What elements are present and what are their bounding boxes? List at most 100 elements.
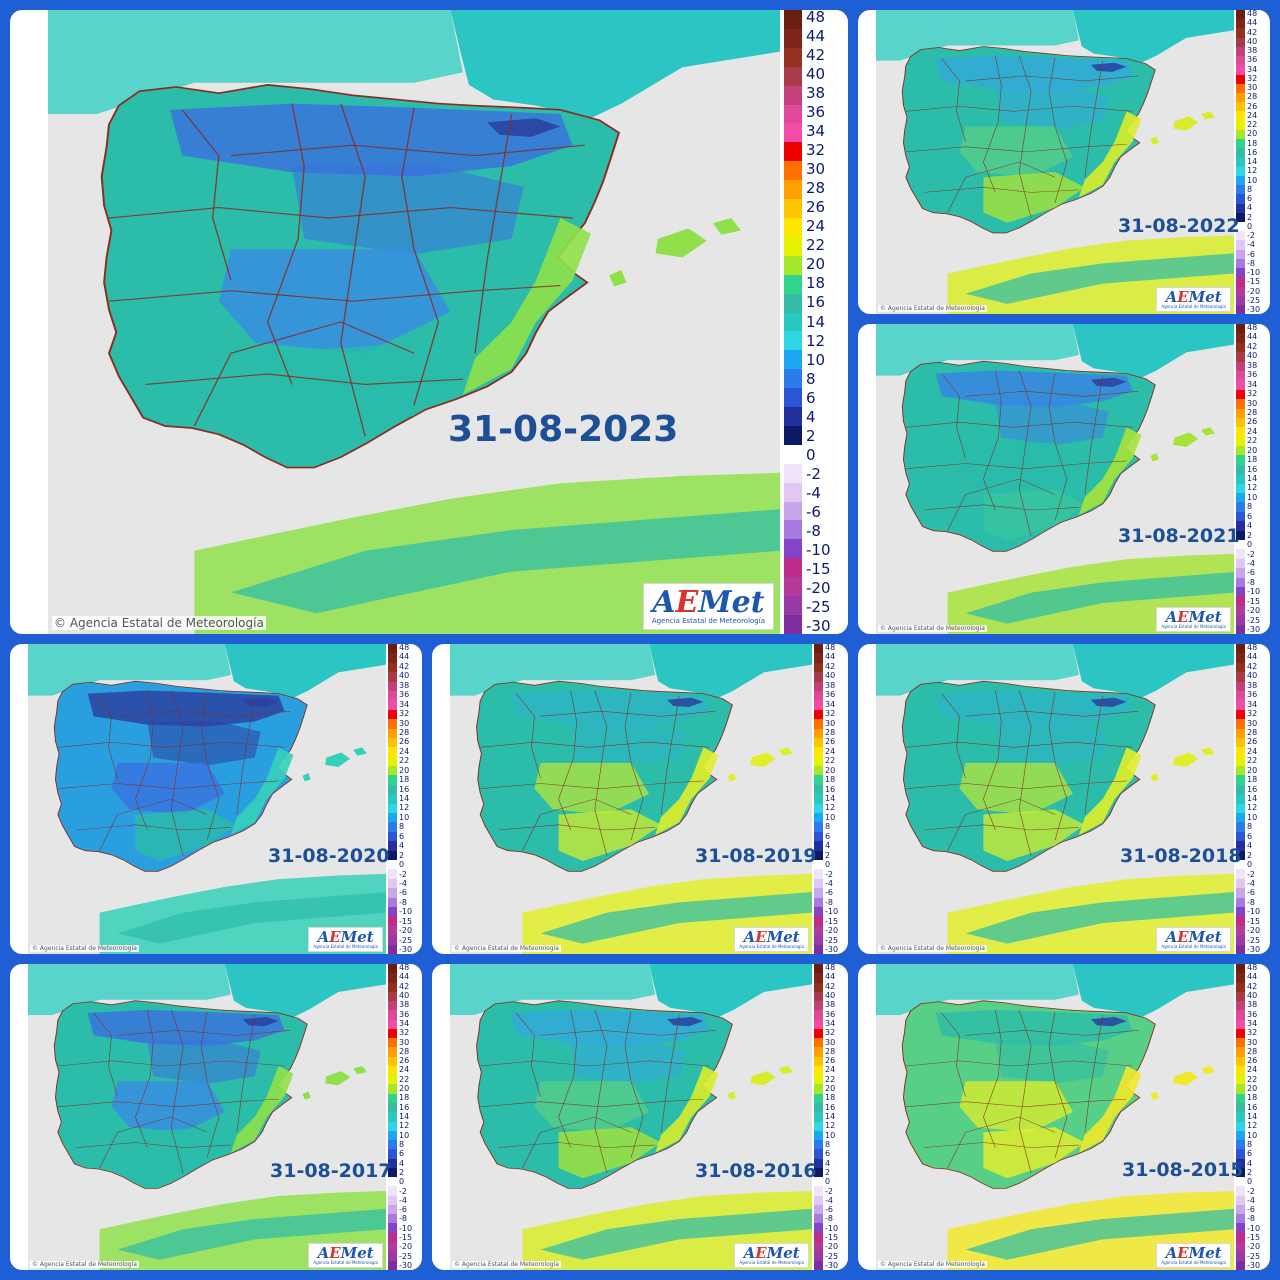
- copyright-credit: © Agencia Estatal de Meteorología: [452, 945, 561, 952]
- colorbar-swatch: [388, 906, 397, 917]
- colorbar-label: 2: [1247, 530, 1253, 540]
- colorbar-swatch: [388, 1121, 397, 1131]
- colorbar-label: 36: [399, 690, 410, 700]
- colorbar-label: 0: [1247, 860, 1253, 870]
- aemet-logo: AEMet Agencia Estatal de Meteorología: [642, 583, 774, 630]
- temperature-colorbar: 48 44 42 40 38 36 34 32 30 28 26 24 22 20 18 16 14 12 10 8 6…: [1236, 324, 1268, 634]
- colorbar-swatch: [784, 615, 802, 634]
- colorbar-swatch: [784, 123, 802, 143]
- colorbar-label: -15: [1247, 916, 1261, 926]
- colorbar-label: 14: [825, 1112, 836, 1121]
- temperature-colorbar: 48 44 42 40 38 36 34 32 30 28 26 24 22 20 18 16 14 12 10 8 6…: [814, 644, 846, 954]
- colorbar-label: 48: [825, 964, 836, 972]
- colorbar-swatch: [814, 1214, 823, 1224]
- colorbar-label: 8: [1247, 184, 1253, 194]
- colorbar-swatch: [1236, 737, 1245, 748]
- colorbar-swatch: [1236, 1075, 1245, 1085]
- colorbar-swatch: [1236, 65, 1245, 75]
- colorbar-swatch: [388, 944, 397, 954]
- colorbar-label: 18: [399, 775, 410, 785]
- colorbar-label: 40: [399, 990, 410, 1000]
- colorbar-label: 10: [399, 1130, 410, 1140]
- colorbar-swatch: [388, 737, 397, 748]
- colorbar-swatch: [1236, 615, 1245, 625]
- colorbar-swatch: [784, 66, 802, 86]
- colorbar-label: 0: [399, 1177, 405, 1187]
- colorbar-swatch: [784, 331, 802, 351]
- colorbar-swatch: [1236, 662, 1245, 673]
- colorbar-label: 6: [1247, 831, 1253, 841]
- colorbar-swatch: [1236, 1102, 1245, 1113]
- colorbar-label: 20: [1247, 129, 1258, 139]
- colorbar-label: 38: [1247, 1000, 1258, 1010]
- colorbar-swatch: [1236, 521, 1245, 531]
- colorbar-swatch: [1236, 1038, 1245, 1048]
- colorbar-swatch: [1236, 1241, 1245, 1252]
- colorbar-swatch: [1236, 361, 1245, 371]
- colorbar-label: 24: [825, 746, 836, 756]
- colorbar-swatch: [1236, 1232, 1245, 1242]
- colorbar-label: -4: [1247, 878, 1255, 888]
- map-area: © Agencia Estatal de Meteorología AEMet Ag…: [450, 964, 812, 1270]
- colorbar-swatch: [1236, 417, 1245, 428]
- colorbar-swatch: [814, 719, 823, 729]
- colorbar-swatch: [814, 1093, 823, 1103]
- colorbar-label: -20: [825, 926, 839, 936]
- colorbar-label: 42: [1247, 27, 1258, 37]
- colorbar-label: 30: [825, 1037, 836, 1047]
- colorbar-label: 28: [1247, 407, 1258, 417]
- colorbar-labels: 48 44 42 40 38 36 34 32 30 28 26 24 22 20 18 16 14 12 10 8 6…: [1247, 964, 1260, 1270]
- colorbar-label: -20: [1247, 1242, 1261, 1252]
- colorbar-label: 30: [1247, 1037, 1258, 1047]
- colorbar-label: 36: [399, 1009, 410, 1019]
- colorbar-swatch: [1236, 408, 1245, 418]
- colorbar-label: 22: [1247, 120, 1258, 129]
- colorbar-swatch: [1236, 568, 1245, 578]
- colorbar-label: 18: [1247, 138, 1258, 148]
- colorbar-label: -4: [1247, 1195, 1255, 1205]
- colorbar-swatch: [1236, 1019, 1245, 1029]
- colorbar-label: 6: [399, 831, 405, 841]
- colorbar-swatch: [1236, 1177, 1245, 1187]
- colorbar-label: 6: [1247, 194, 1253, 203]
- colorbar-swatch: [784, 85, 802, 105]
- aemet-logo: AEMet Agencia Estatal de Meteorología: [734, 927, 809, 952]
- map-panel-31-08-2017: © Agencia Estatal de Meteorología AEMet Ag…: [10, 964, 422, 1270]
- colorbar-swatch: [784, 350, 802, 370]
- copyright-credit: © Agencia Estatal de Meteorología: [452, 1261, 561, 1268]
- colorbar-label: 28: [825, 1046, 836, 1056]
- colorbar-label: -25: [825, 1251, 839, 1261]
- colorbar-label: 14: [1247, 474, 1258, 483]
- colorbar-label: -30: [1247, 1261, 1261, 1270]
- colorbar-swatch: [1236, 166, 1245, 176]
- colorbar-swatch: [1236, 681, 1245, 691]
- colorbar-label: -6: [1247, 568, 1255, 578]
- colorbar-label: 26: [399, 737, 410, 747]
- aemet-logo-mark: AEMet: [743, 928, 800, 946]
- colorbar-label: 0: [806, 445, 816, 464]
- map-panel-31-08-2023: © Agencia Estatal de Meteorología AEMet Ag…: [10, 10, 848, 634]
- date-label: 31-08-2018: [1120, 845, 1242, 867]
- colorbar-label: 10: [1247, 175, 1258, 185]
- colorbar-swatch: [388, 644, 397, 654]
- colorbar-label: 4: [806, 407, 816, 426]
- colorbar-swatch: [1236, 1084, 1245, 1094]
- colorbar-swatch: [1236, 719, 1245, 729]
- temperature-map: [876, 10, 1234, 314]
- colorbar-swatch: [388, 841, 397, 851]
- colorbar-label: 36: [825, 690, 836, 700]
- colorbar-swatch: [814, 859, 823, 870]
- colorbar-swatch: [388, 1251, 397, 1261]
- colorbar-swatch: [784, 407, 802, 426]
- colorbar-label: -10: [1247, 1223, 1261, 1233]
- colorbar-swatch: [814, 662, 823, 673]
- aemet-logo: AEMet Agencia Estatal de Meteorología: [308, 927, 383, 952]
- colorbar-label: 16: [825, 1102, 836, 1112]
- colorbar-swatch: [1236, 700, 1245, 710]
- colorbar-swatch: [814, 784, 823, 795]
- colorbar-label: -6: [806, 502, 821, 521]
- colorbar-swatch: [784, 104, 802, 124]
- colorbar-swatch: [814, 766, 823, 776]
- temperature-colorbar: 48 44 42 40 38 36 34 32 30 28 26 24 22 20 18 16 14 12 10 8 6…: [388, 644, 420, 954]
- map-panel-31-08-2015: © Agencia Estatal de Meteorología AEMet Ag…: [858, 964, 1270, 1270]
